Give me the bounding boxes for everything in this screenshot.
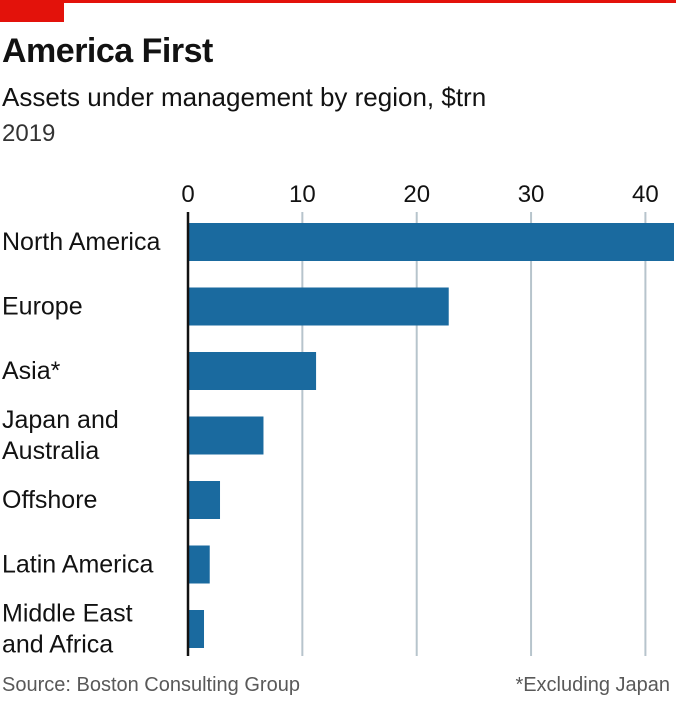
category-label-3-0: Japan and <box>2 406 119 434</box>
chart-subtitle: Assets under management by region, $trn <box>2 82 487 112</box>
bar-2 <box>188 352 317 390</box>
category-label-2: Asia* <box>2 357 61 385</box>
x-tick-label-30: 30 <box>518 181 545 208</box>
category-label-0: North America <box>2 228 160 256</box>
top-rule <box>0 0 676 3</box>
footnote: *Excluding Japan <box>515 674 670 696</box>
category-label-6-0: Middle East <box>2 600 133 628</box>
brand-tab <box>0 0 64 22</box>
source-note: Source: Boston Consulting Group <box>2 674 300 696</box>
x-tick-label-40: 40 <box>632 181 659 208</box>
bar-3 <box>188 416 264 455</box>
category-label-1: Europe <box>2 293 83 321</box>
x-tick-label-0: 0 <box>181 181 194 208</box>
category-label-4: Offshore <box>2 486 97 514</box>
category-label-3-1: Australia <box>2 437 99 465</box>
bar-4 <box>188 481 221 519</box>
chart-title: America First <box>2 32 213 70</box>
bar-1 <box>188 287 449 326</box>
chart-year: 2019 <box>2 120 56 147</box>
bar-6 <box>188 610 205 648</box>
x-tick-label-10: 10 <box>289 181 316 208</box>
category-label-5: Latin America <box>2 551 154 579</box>
category-label-6-1: and Africa <box>2 631 113 659</box>
bar-5 <box>188 545 210 584</box>
x-tick-label-20: 20 <box>403 181 430 208</box>
bar-0 <box>188 223 674 261</box>
